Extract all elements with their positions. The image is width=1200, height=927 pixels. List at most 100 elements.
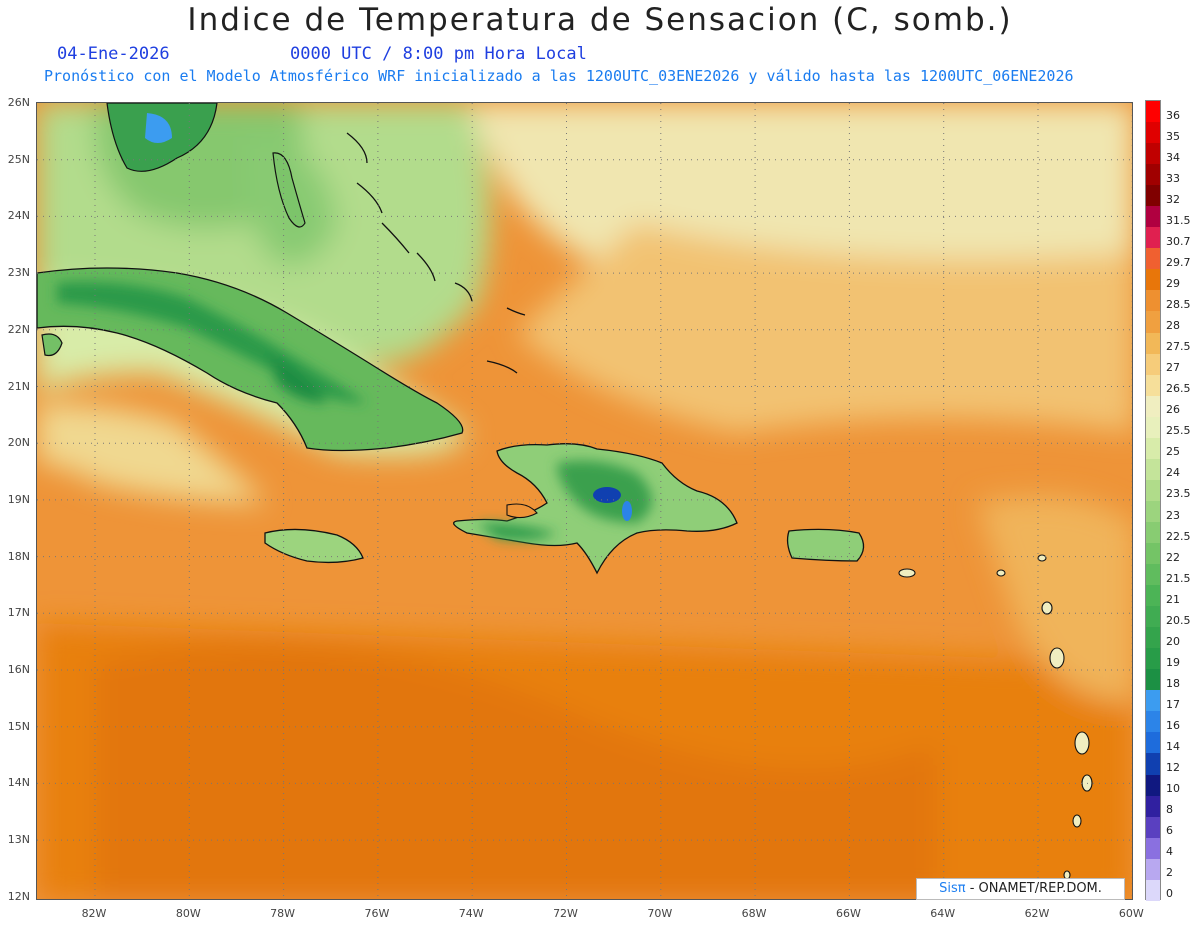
colorbar-label: 25 bbox=[1166, 445, 1180, 459]
map-title: Indice de Temperatura de Sensacion (C, s… bbox=[187, 2, 1013, 38]
colorbar-label: 29.7 bbox=[1166, 255, 1191, 269]
colorbar-label: 24 bbox=[1166, 466, 1180, 480]
colorbar-label: 23 bbox=[1166, 508, 1180, 522]
colorbar-swatch bbox=[1146, 879, 1160, 901]
lat-label: 13N bbox=[7, 833, 30, 847]
colorbar-swatch bbox=[1146, 248, 1160, 270]
lat-label: 20N bbox=[7, 436, 30, 450]
colorbar-label: 29 bbox=[1166, 276, 1180, 290]
colorbar-label: 17 bbox=[1166, 698, 1180, 711]
colorbar-label: 20.5 bbox=[1166, 613, 1191, 627]
colorbar-swatch bbox=[1146, 585, 1160, 607]
colorbar-swatch bbox=[1146, 416, 1160, 438]
colorbar-label: 10 bbox=[1166, 782, 1180, 796]
lon-label: 62W bbox=[1024, 907, 1050, 920]
colorbar-swatch bbox=[1146, 206, 1160, 228]
colorbar-swatch bbox=[1146, 669, 1160, 691]
colorbar-swatch bbox=[1146, 122, 1160, 144]
colorbar-swatch bbox=[1146, 227, 1160, 249]
colorbar-label: 22.5 bbox=[1166, 529, 1191, 543]
colorbar-swatch bbox=[1146, 690, 1160, 712]
map-canvas bbox=[37, 103, 1132, 899]
colorbar-swatch bbox=[1146, 606, 1160, 628]
colorbar-swatch bbox=[1146, 711, 1160, 733]
colorbar-label: 22 bbox=[1166, 550, 1180, 564]
forecast-time: 0000 UTC / 8:00 pm Hora Local bbox=[290, 44, 587, 64]
colorbar-swatch bbox=[1146, 627, 1160, 649]
colorbar-label: 21 bbox=[1166, 592, 1180, 606]
colorbar-label: 2 bbox=[1166, 866, 1173, 880]
lat-label: 12N bbox=[7, 889, 30, 903]
colorbar-swatch bbox=[1146, 732, 1160, 754]
colorbar-label: 36 bbox=[1166, 108, 1180, 122]
lon-label: 60W bbox=[1118, 907, 1144, 920]
lon-label: 80W bbox=[175, 907, 201, 920]
colorbar-swatch bbox=[1146, 290, 1160, 312]
colorbar-swatch bbox=[1146, 837, 1160, 859]
jamaica-land bbox=[264, 528, 364, 564]
colorbar-swatch bbox=[1146, 795, 1160, 817]
colorbar-label: 31.5 bbox=[1166, 213, 1191, 227]
lon-label: 68W bbox=[741, 907, 767, 920]
colorbar-label: 30.7 bbox=[1166, 234, 1191, 248]
colorbar-swatch bbox=[1146, 143, 1160, 165]
colorbar-label: 23.5 bbox=[1166, 487, 1191, 501]
colorbar-swatch bbox=[1146, 753, 1160, 775]
bahamas-islands bbox=[346, 132, 436, 282]
andros-island bbox=[272, 152, 306, 228]
colorbar-swatch bbox=[1146, 564, 1160, 586]
lon-label: 64W bbox=[930, 907, 956, 920]
colorbar-swatch bbox=[1146, 479, 1160, 501]
colorbar-label: 6 bbox=[1166, 824, 1173, 838]
colorbar-swatch bbox=[1146, 353, 1160, 375]
lat-label: 14N bbox=[7, 776, 30, 790]
colorbar-label: 8 bbox=[1166, 803, 1173, 817]
lon-label: 78W bbox=[270, 907, 296, 920]
lat-label: 24N bbox=[7, 209, 30, 223]
colorbar-swatch bbox=[1146, 101, 1160, 123]
colorbar-label: 16 bbox=[1166, 719, 1180, 733]
colorbar-label: 27.5 bbox=[1166, 340, 1191, 354]
colorbar-swatch bbox=[1146, 332, 1160, 354]
gonave-island bbox=[506, 503, 538, 519]
lon-label: 66W bbox=[835, 907, 861, 920]
lon-label: 82W bbox=[81, 907, 107, 920]
colorbar-label: 0 bbox=[1166, 887, 1173, 901]
colorbar-label: 32 bbox=[1166, 192, 1180, 206]
lat-label: 15N bbox=[7, 719, 30, 733]
map-grid bbox=[37, 103, 1132, 899]
forecast-date: 04-Ene-2026 bbox=[57, 44, 170, 64]
colorbar-swatch bbox=[1146, 458, 1160, 480]
lon-label: 70W bbox=[647, 907, 673, 920]
hispaniola-cool-core bbox=[593, 487, 621, 503]
sispi-logo: Sisπ bbox=[939, 881, 966, 896]
lat-label: 21N bbox=[7, 379, 30, 393]
colorbar-label: 25.5 bbox=[1166, 424, 1191, 438]
lat-label: 23N bbox=[7, 266, 30, 280]
colorbar-swatch bbox=[1146, 774, 1160, 796]
colorbar-swatch bbox=[1146, 395, 1160, 417]
colorbar-label: 35 bbox=[1166, 129, 1180, 143]
colorbar-swatch bbox=[1146, 164, 1160, 186]
colorbar-label: 14 bbox=[1166, 740, 1180, 754]
colorbar-label: 19 bbox=[1166, 655, 1180, 669]
colorbar-label: 34 bbox=[1166, 150, 1180, 164]
isla-juventud bbox=[41, 333, 63, 357]
colorbar-label: 28.5 bbox=[1166, 298, 1191, 311]
lon-label: 76W bbox=[364, 907, 390, 920]
colorbar-swatch bbox=[1146, 374, 1160, 396]
lat-label: 19N bbox=[7, 492, 30, 506]
colorbar-label: 28 bbox=[1166, 319, 1180, 333]
lat-label: 22N bbox=[7, 322, 30, 336]
colorbar-label: 20 bbox=[1166, 634, 1180, 648]
colorbar bbox=[1145, 100, 1161, 901]
colorbar-label: 27 bbox=[1166, 361, 1180, 375]
lat-label: 17N bbox=[7, 606, 30, 620]
lat-label: 18N bbox=[7, 549, 30, 563]
florida-cool-spot bbox=[145, 113, 172, 143]
lon-label: 72W bbox=[553, 907, 578, 920]
colorbar-label: 18 bbox=[1166, 676, 1180, 690]
puerto-rico-land bbox=[786, 528, 865, 562]
colorbar-label: 26.5 bbox=[1166, 382, 1191, 396]
lon-label: 74W bbox=[458, 907, 484, 920]
